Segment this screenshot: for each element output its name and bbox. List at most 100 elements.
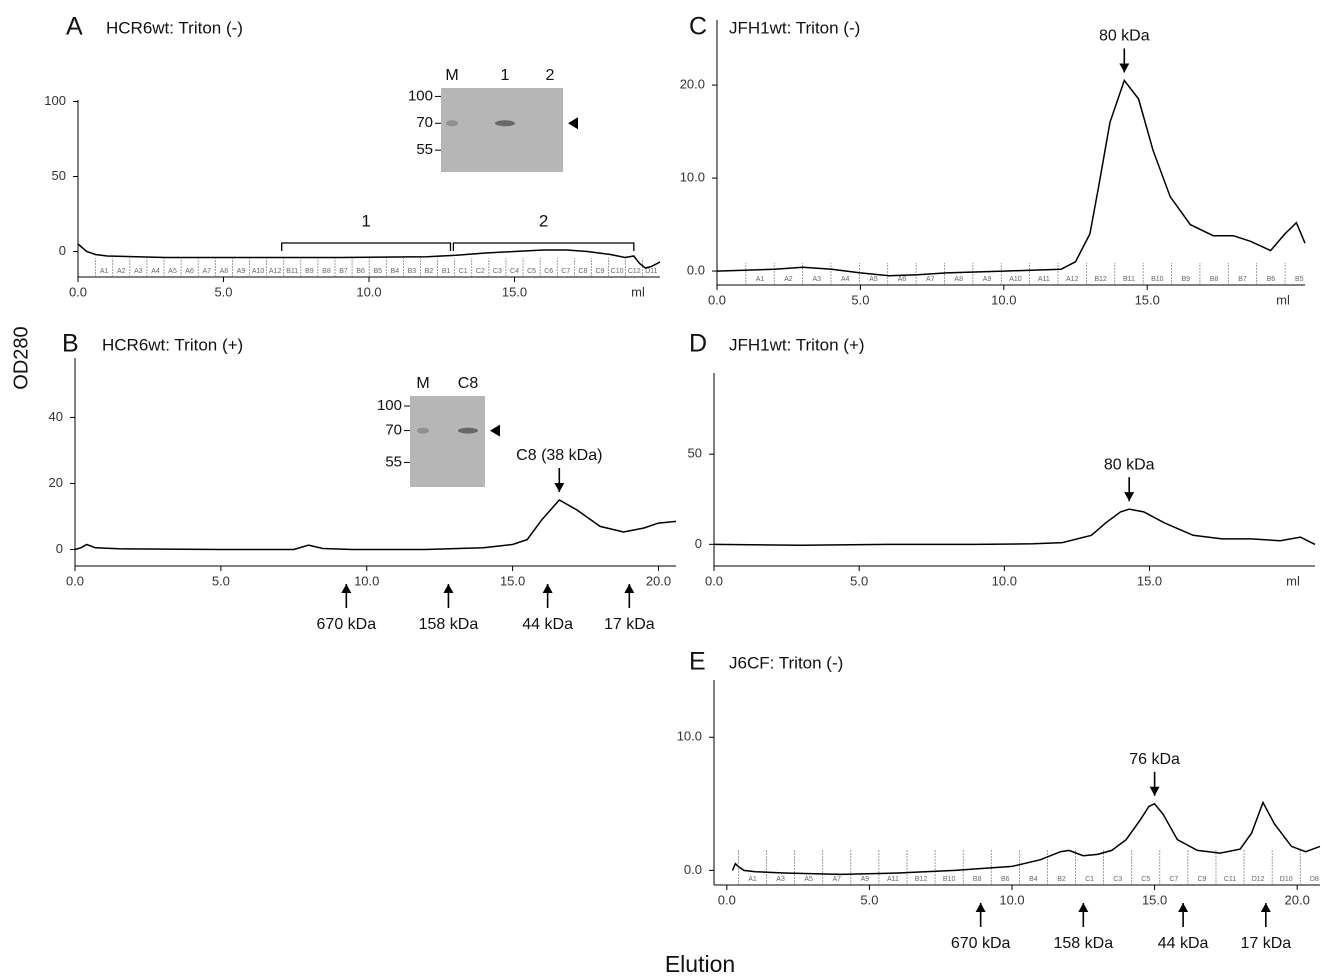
standard-label: 44 kDa <box>1158 935 1209 952</box>
fraction-label: A8 <box>954 276 963 283</box>
fraction-label: C8 <box>578 268 587 275</box>
fraction-label: A10 <box>1009 276 1022 283</box>
gel-size-label: 100 <box>377 397 402 414</box>
gel-size-label: 55 <box>385 453 402 470</box>
x-tick-label: 0.0 <box>708 292 726 307</box>
fraction-label: D11 <box>645 268 657 275</box>
gel-band <box>495 120 515 126</box>
x-tick-label: 5.0 <box>214 284 232 299</box>
fraction-label: C5 <box>1141 876 1150 883</box>
panel-letter: D <box>689 330 707 358</box>
fraction-label: A6 <box>898 276 907 283</box>
standard-label: 670 kDa <box>317 616 377 633</box>
fraction-label: A12 <box>1066 276 1079 283</box>
fraction-label: C6 <box>544 268 553 275</box>
y-tick-label: 0.0 <box>684 862 702 877</box>
gel-size-label: 70 <box>416 114 433 131</box>
x-tick-label: 20.0 <box>646 573 671 588</box>
x-tick-label: 0.0 <box>718 892 736 907</box>
fraction-label: A9 <box>237 268 246 275</box>
fraction-label: A5 <box>804 876 813 883</box>
figure: OD280 Elution AHCR6wt: Triton (-)0501000… <box>0 0 1322 979</box>
y-tick-label: 40 <box>49 409 63 424</box>
pool-bracket <box>282 243 451 251</box>
fraction-label: B6 <box>1001 876 1010 883</box>
gel-lane-label: C8 <box>458 375 479 392</box>
od-curve <box>717 80 1305 275</box>
x-tick-label: 15.0 <box>1135 292 1160 307</box>
fraction-label: B11 <box>1123 276 1135 283</box>
standard-arrow-head <box>543 584 553 593</box>
fraction-label: A8 <box>220 268 229 275</box>
fraction-label: B8 <box>322 268 331 275</box>
fraction-label: B11 <box>286 268 298 275</box>
x-tick-label: 15.0 <box>1137 573 1162 588</box>
x-tick-label: 0.0 <box>705 573 723 588</box>
x-tick-label: 5.0 <box>212 573 230 588</box>
panel-title: J6CF: Triton (-) <box>729 653 843 672</box>
standard-label: 17 kDa <box>1240 935 1291 952</box>
panel-letter: B <box>62 330 79 358</box>
fraction-label: A5 <box>168 268 177 275</box>
fraction-label: B1 <box>442 268 451 275</box>
fraction-label: B4 <box>391 268 400 275</box>
x-tick-label: 10.0 <box>356 284 381 299</box>
fraction-label: D10 <box>1280 876 1293 883</box>
standard-arrow-head <box>341 584 351 593</box>
standard-arrow-head <box>1178 903 1188 912</box>
fraction-label: A9 <box>983 276 992 283</box>
panel-title: HCR6wt: Triton (+) <box>102 335 243 354</box>
fraction-label: B10 <box>943 876 956 883</box>
gel-size-label: 100 <box>408 87 433 104</box>
fraction-label: B6 <box>1267 276 1276 283</box>
gel-size-label: 55 <box>416 141 433 158</box>
x-tick-label: 10.0 <box>991 292 1016 307</box>
fraction-label: C9 <box>1197 876 1206 883</box>
x-tick-label: 5.0 <box>860 892 878 907</box>
fraction-label: B10 <box>1151 276 1164 283</box>
fraction-label: B8 <box>973 876 982 883</box>
gel-band <box>458 428 478 434</box>
peak-arrow-head <box>1119 63 1129 72</box>
gel-noise <box>410 396 485 487</box>
gel-arrowhead <box>568 117 578 129</box>
x-tick-label: 15.0 <box>1142 892 1167 907</box>
y-tick-label: 20 <box>49 475 63 490</box>
standard-label: 670 kDa <box>951 935 1011 952</box>
fraction-label: A4 <box>151 268 160 275</box>
x-axis-label: Elution <box>665 951 735 977</box>
standard-arrow-head <box>443 584 453 593</box>
standard-arrow-head <box>1261 903 1271 912</box>
x-unit: ml <box>1286 573 1300 588</box>
fraction-label: B3 <box>408 268 417 275</box>
fraction-label: D12 <box>1252 876 1265 883</box>
fraction-label: A6 <box>185 268 194 275</box>
fraction-label: A3 <box>813 276 822 283</box>
fraction-label: B5 <box>373 268 382 275</box>
fraction-label: C1 <box>459 268 468 275</box>
fraction-label: C3 <box>1113 876 1122 883</box>
x-tick-label: 10.0 <box>354 573 379 588</box>
fraction-label: C3 <box>493 268 502 275</box>
fraction-label: C1 <box>1085 876 1094 883</box>
fraction-label: A1 <box>748 876 757 883</box>
gel-band <box>446 120 458 126</box>
y-tick-label: 10.0 <box>680 170 705 185</box>
panel-letter: C <box>689 13 707 41</box>
fraction-label: C7 <box>1169 876 1178 883</box>
fraction-label: C10 <box>611 268 624 275</box>
fraction-label: A2 <box>784 276 793 283</box>
standard-label: 158 kDa <box>1054 935 1114 952</box>
fraction-label: B9 <box>1181 276 1190 283</box>
gel-band <box>417 428 429 434</box>
fraction-label: B12 <box>1094 276 1107 283</box>
fraction-label: B6 <box>356 268 365 275</box>
standard-label: 17 kDa <box>604 616 655 633</box>
x-tick-label: 15.0 <box>502 284 527 299</box>
x-tick-label: 5.0 <box>850 573 868 588</box>
panel-letter: A <box>66 13 83 41</box>
fraction-label: C9 <box>596 268 605 275</box>
fraction-label: A5 <box>869 276 878 283</box>
fraction-label: A10 <box>252 268 265 275</box>
x-tick-label: 0.0 <box>69 284 87 299</box>
